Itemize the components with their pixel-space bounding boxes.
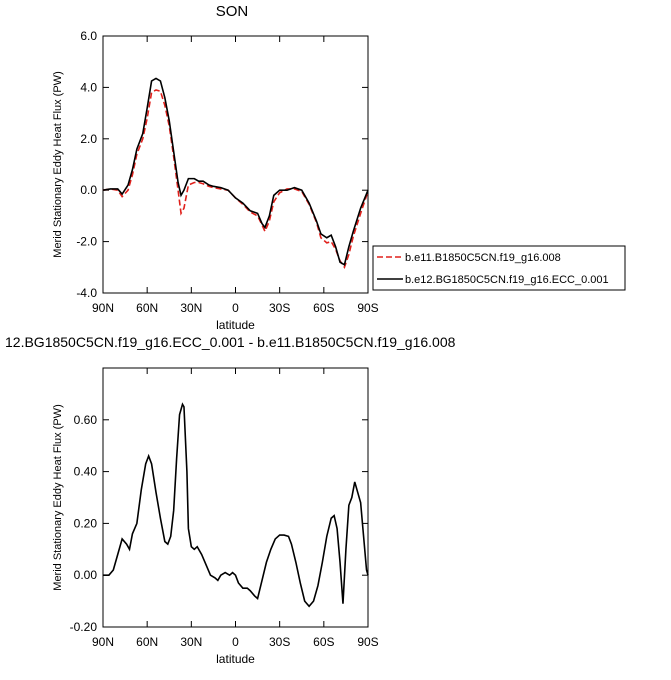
x-axis-label: latitude (216, 652, 255, 666)
x-tick-label: 30S (269, 635, 290, 649)
series-line (102, 89, 369, 270)
legend-box (372, 245, 626, 291)
y-axis-label: Merid Stationary Eddy Heat Flux (PW) (52, 71, 64, 257)
y-tick-label: 2.0 (80, 132, 97, 146)
y-tick-label: -0.20 (70, 620, 98, 634)
y-tick-label: 0.00 (74, 568, 98, 582)
x-tick-label: 60S (313, 635, 334, 649)
plot-frame (102, 367, 369, 628)
legend-label: b.e11.B1850C5CN.f19_g16.008 (405, 252, 561, 264)
x-tick-label: 60N (136, 301, 158, 315)
y-tick-label: 0.20 (74, 516, 98, 530)
y-tick-label: 0.60 (74, 413, 98, 427)
x-tick-label: 30N (180, 301, 202, 315)
x-tick-label: 0 (232, 301, 239, 315)
y-tick-label: 4.0 (80, 80, 97, 94)
series-line (102, 77, 369, 266)
chart-title: SON (216, 3, 249, 20)
series-line (103, 402, 369, 608)
y-axis-label: Merid Stationary Eddy Heat Flux (PW) (52, 404, 64, 590)
x-tick-label: 90N (92, 301, 114, 315)
y-tick-label: 0.40 (74, 465, 98, 479)
plot-frame (102, 35, 369, 294)
chart-title: 12.BG1850C5CN.f19_g16.ECC_0.001 - b.e11.… (5, 334, 456, 350)
x-tick-label: 60N (136, 635, 158, 649)
x-axis-label: latitude (216, 318, 255, 332)
x-tick-label: 60S (313, 301, 334, 315)
y-tick-label: -2.0 (76, 235, 97, 249)
legend-label: b.e12.BG1850C5CN.f19_g16.ECC_0.001 (405, 274, 609, 286)
y-tick-label: 6.0 (80, 29, 97, 43)
x-tick-label: 30S (269, 301, 290, 315)
x-tick-label: 30N (180, 635, 202, 649)
x-tick-label: 0 (232, 635, 239, 649)
x-tick-label: 90N (92, 635, 114, 649)
y-tick-label: 0.0 (80, 183, 97, 197)
y-tick-label: -4.0 (76, 286, 97, 300)
x-tick-label: 90S (357, 301, 378, 315)
x-tick-label: 90S (357, 635, 378, 649)
